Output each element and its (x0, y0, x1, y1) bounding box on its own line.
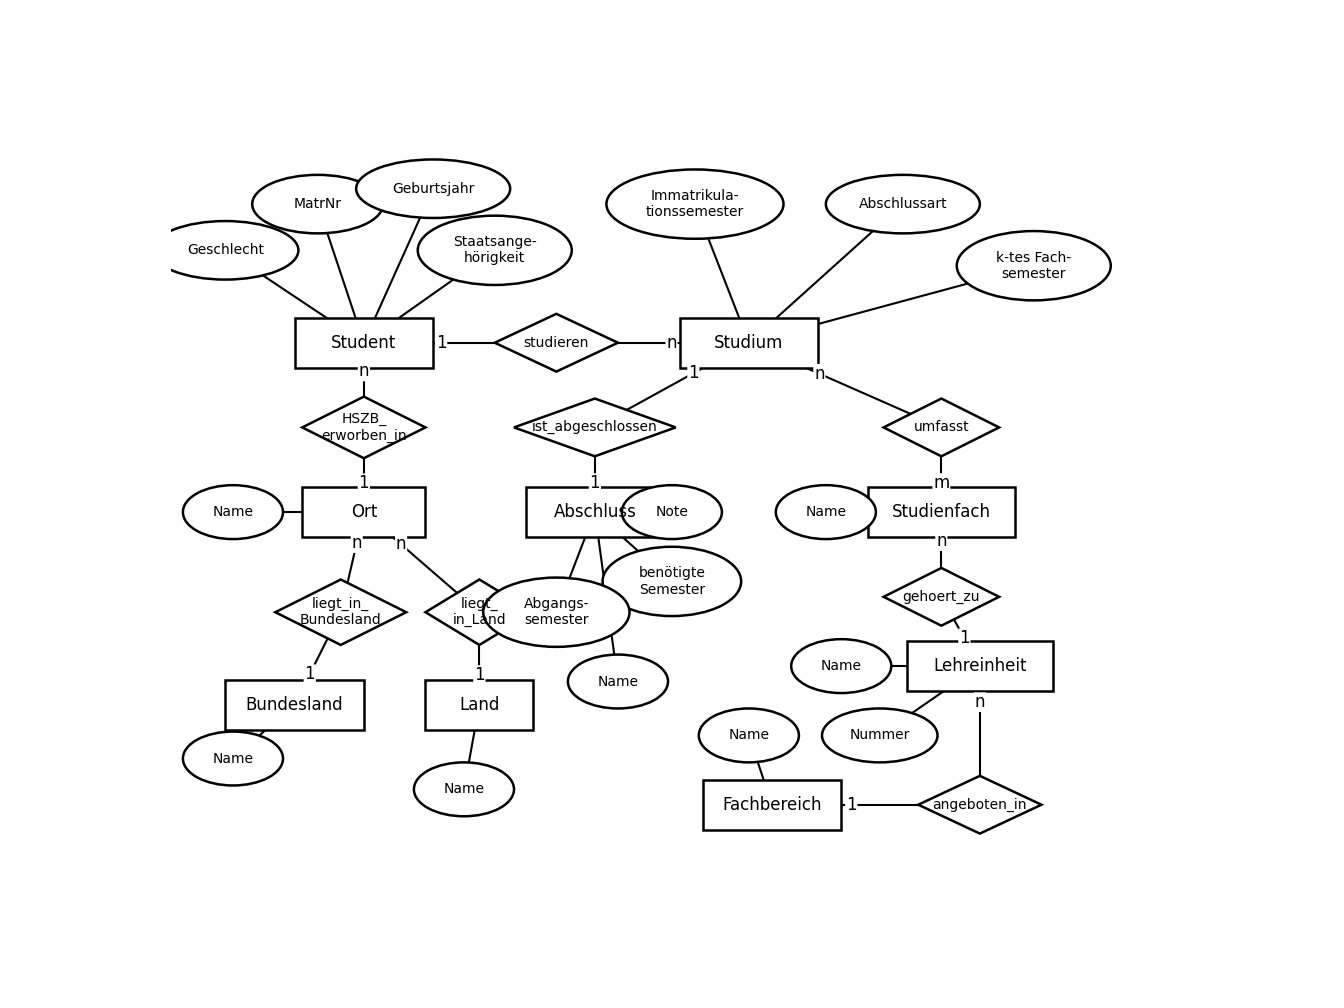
Text: Lehreinheit: Lehreinheit (933, 657, 1027, 675)
Text: 1: 1 (305, 665, 314, 683)
Text: Name: Name (805, 505, 847, 519)
Bar (294, 318, 433, 368)
Ellipse shape (622, 485, 722, 539)
Text: 1: 1 (474, 666, 485, 684)
Ellipse shape (825, 174, 980, 234)
Text: Fachbereich: Fachbereich (722, 795, 821, 813)
Text: m: m (933, 474, 949, 492)
Bar (868, 487, 1015, 537)
Ellipse shape (823, 709, 938, 762)
Ellipse shape (152, 221, 298, 279)
Ellipse shape (602, 546, 741, 616)
Text: 1: 1 (960, 629, 970, 647)
Ellipse shape (356, 159, 511, 218)
Text: MatrNr: MatrNr (293, 198, 341, 211)
Text: Name: Name (821, 659, 862, 673)
Text: benötigte
Semester: benötigte Semester (638, 566, 706, 597)
Text: Nummer: Nummer (849, 729, 910, 743)
Polygon shape (918, 776, 1042, 834)
Text: n: n (937, 532, 946, 550)
Text: HSZB_
erworben_in: HSZB_ erworben_in (321, 412, 407, 443)
Text: n: n (974, 694, 985, 712)
Bar (680, 318, 818, 368)
Ellipse shape (775, 485, 876, 539)
Ellipse shape (253, 174, 383, 234)
Ellipse shape (183, 485, 284, 539)
Ellipse shape (484, 578, 629, 647)
Text: liegt_
in_Land: liegt_ in_Land (453, 597, 507, 627)
Text: Name: Name (728, 729, 769, 743)
Text: Name: Name (212, 505, 254, 519)
Polygon shape (513, 398, 676, 457)
Polygon shape (495, 313, 618, 372)
Text: studieren: studieren (524, 336, 589, 350)
Ellipse shape (418, 216, 571, 285)
Text: n: n (352, 534, 362, 552)
Text: Geburtsjahr: Geburtsjahr (392, 181, 474, 196)
Bar (426, 679, 534, 730)
Text: umfasst: umfasst (914, 420, 969, 434)
Ellipse shape (606, 169, 784, 239)
Text: angeboten_in: angeboten_in (933, 797, 1027, 811)
Text: Geschlecht: Geschlecht (187, 243, 263, 257)
Text: n: n (359, 363, 370, 380)
Polygon shape (883, 568, 999, 626)
Bar (226, 679, 364, 730)
Text: Studienfach: Studienfach (892, 503, 991, 521)
Text: Immatrikula-
tionssemester: Immatrikula- tionssemester (646, 190, 745, 219)
Bar (703, 780, 841, 830)
Text: Name: Name (212, 752, 254, 765)
Bar (907, 641, 1052, 691)
Text: Abgangs-
semester: Abgangs- semester (524, 597, 589, 627)
Text: liegt_in_
Bundesland: liegt_in_ Bundesland (300, 597, 382, 627)
Text: Note: Note (656, 505, 688, 519)
Text: n: n (814, 365, 825, 383)
Text: Studium: Studium (714, 334, 784, 352)
Text: gehoert_zu: gehoert_zu (903, 590, 980, 604)
Text: Abschlussart: Abschlussart (859, 198, 948, 211)
Text: Staatsange-
hörigkeit: Staatsange- hörigkeit (453, 235, 536, 265)
Text: Name: Name (444, 782, 484, 796)
Text: Ort: Ort (351, 503, 378, 521)
Text: 1: 1 (359, 475, 370, 492)
Text: k-tes Fach-
semester: k-tes Fach- semester (996, 251, 1071, 281)
Text: Land: Land (460, 696, 500, 714)
Ellipse shape (699, 709, 798, 762)
Polygon shape (276, 580, 406, 645)
Ellipse shape (957, 231, 1110, 300)
Text: 1: 1 (845, 795, 856, 813)
Text: 1: 1 (435, 334, 446, 352)
Polygon shape (426, 580, 534, 645)
Text: 1: 1 (688, 364, 699, 382)
Ellipse shape (569, 654, 668, 709)
Text: n: n (667, 334, 677, 352)
Ellipse shape (792, 639, 891, 694)
Text: ist_abgeschlossen: ist_abgeschlossen (532, 420, 657, 434)
Text: Abschluss: Abschluss (554, 503, 636, 521)
Bar (302, 487, 426, 537)
Text: 1: 1 (590, 474, 601, 492)
Text: Bundesland: Bundesland (246, 696, 343, 714)
Ellipse shape (183, 732, 284, 785)
Text: Student: Student (331, 334, 396, 352)
Text: n: n (396, 535, 406, 553)
Ellipse shape (414, 762, 513, 816)
Polygon shape (883, 398, 999, 457)
Bar (526, 487, 664, 537)
Text: Name: Name (598, 674, 638, 688)
Polygon shape (302, 396, 426, 459)
